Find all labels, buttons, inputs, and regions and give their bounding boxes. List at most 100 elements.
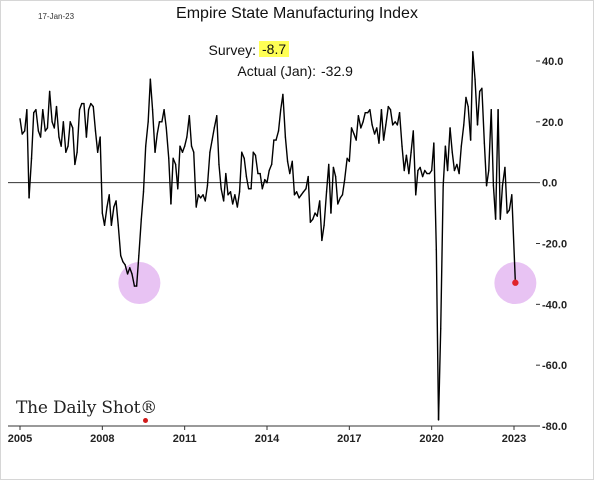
series-segment bbox=[55, 105, 60, 138]
series-segment bbox=[463, 96, 467, 126]
series-segment bbox=[499, 185, 504, 220]
series-segment bbox=[142, 145, 147, 193]
series-segment bbox=[380, 108, 385, 141]
y-tick-label: -60.0 bbox=[542, 360, 567, 372]
series-segment bbox=[275, 130, 280, 141]
series-segment bbox=[165, 127, 170, 160]
y-tick-label: 20.0 bbox=[542, 117, 563, 129]
series-segment bbox=[488, 108, 492, 172]
series-segment bbox=[403, 154, 408, 172]
series-segment bbox=[87, 102, 92, 111]
series-segment bbox=[460, 124, 465, 147]
actual-value: -32.9 bbox=[321, 63, 353, 79]
series-segment bbox=[415, 169, 419, 196]
series-segment bbox=[360, 121, 364, 129]
series-segment bbox=[42, 108, 46, 132]
x-tick-label: 2020 bbox=[419, 433, 443, 445]
y-tick-label: -80.0 bbox=[542, 421, 567, 433]
series-segment bbox=[458, 145, 463, 175]
series-segment bbox=[190, 145, 195, 153]
series-segment bbox=[243, 157, 248, 178]
series-segment bbox=[216, 115, 220, 166]
series-segment bbox=[120, 254, 124, 263]
series-segment bbox=[99, 136, 104, 214]
series-segment bbox=[442, 145, 447, 187]
series-segment bbox=[236, 191, 241, 208]
series-segment bbox=[65, 145, 69, 153]
series-segment bbox=[245, 175, 250, 190]
series-segment bbox=[357, 115, 362, 129]
series-segment bbox=[151, 108, 156, 153]
series-segment bbox=[19, 118, 23, 135]
series-segment bbox=[209, 139, 213, 153]
series-segment bbox=[469, 51, 474, 141]
series-segment bbox=[401, 145, 405, 172]
series-segment bbox=[266, 169, 270, 184]
series-segment bbox=[254, 154, 259, 175]
series-segment bbox=[435, 248, 440, 421]
series-segment bbox=[76, 108, 81, 153]
survey-label: Survey: bbox=[208, 42, 256, 58]
series-segment bbox=[268, 163, 273, 172]
series-segment bbox=[437, 327, 442, 421]
series-segment bbox=[494, 108, 499, 220]
series-segment bbox=[389, 108, 394, 126]
series-segment bbox=[419, 166, 424, 178]
series-segment bbox=[204, 185, 209, 202]
series-points bbox=[512, 279, 519, 286]
series-segment bbox=[291, 160, 296, 196]
series-segment bbox=[321, 224, 325, 242]
brand-logo: The Daily Shot® bbox=[16, 398, 158, 418]
series-segment bbox=[451, 151, 456, 172]
highlight-circles bbox=[118, 262, 537, 305]
x-tick-label: 2017 bbox=[337, 433, 361, 445]
series-segment bbox=[172, 157, 177, 166]
series-segment bbox=[183, 136, 188, 147]
series-segment bbox=[30, 112, 35, 160]
series-segment bbox=[103, 206, 108, 226]
series-segment bbox=[485, 169, 490, 187]
series-segment bbox=[446, 127, 451, 172]
series-segment bbox=[177, 145, 181, 190]
series-segment bbox=[341, 178, 346, 196]
series-segment bbox=[193, 151, 197, 208]
series-segment bbox=[48, 90, 53, 123]
series-segment bbox=[195, 194, 200, 208]
x-tick-label: 2008 bbox=[90, 433, 114, 445]
series-segment bbox=[225, 172, 229, 196]
series-segment bbox=[115, 200, 119, 226]
series-segment bbox=[259, 172, 264, 190]
series-segment bbox=[382, 124, 387, 141]
series-segment bbox=[476, 90, 481, 126]
series-segment bbox=[483, 142, 488, 187]
series-segment bbox=[350, 127, 355, 135]
series-segment bbox=[238, 151, 243, 193]
series-segment bbox=[222, 172, 227, 202]
series-segment bbox=[108, 194, 113, 226]
series-segment bbox=[371, 124, 376, 135]
series-segment bbox=[181, 145, 186, 153]
series-segment bbox=[140, 191, 145, 220]
series-segment bbox=[497, 108, 501, 220]
series-segment bbox=[261, 178, 266, 190]
series-segment bbox=[35, 108, 40, 132]
brand-logo-dot bbox=[143, 418, 148, 423]
series-segment bbox=[328, 163, 332, 214]
series-segment bbox=[270, 139, 275, 166]
series-segment bbox=[481, 87, 486, 144]
series-segment bbox=[62, 121, 67, 153]
series-segment bbox=[318, 200, 323, 242]
series-segment bbox=[282, 93, 287, 138]
series-segment bbox=[117, 224, 122, 257]
series-segment bbox=[211, 127, 216, 141]
x-tick-label: 2005 bbox=[8, 433, 32, 445]
series-segment bbox=[39, 108, 44, 138]
series-segment bbox=[156, 121, 161, 135]
series-segment bbox=[337, 197, 341, 205]
series-segment bbox=[465, 96, 469, 108]
series-segment bbox=[421, 169, 426, 178]
series-segment bbox=[154, 133, 158, 153]
series-segment bbox=[69, 121, 74, 129]
